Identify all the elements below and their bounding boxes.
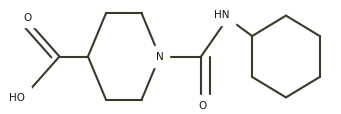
Text: HO: HO: [9, 93, 25, 102]
Text: O: O: [24, 13, 32, 23]
Text: N: N: [156, 52, 163, 62]
Text: HN: HN: [214, 10, 229, 20]
Text: O: O: [199, 100, 207, 110]
